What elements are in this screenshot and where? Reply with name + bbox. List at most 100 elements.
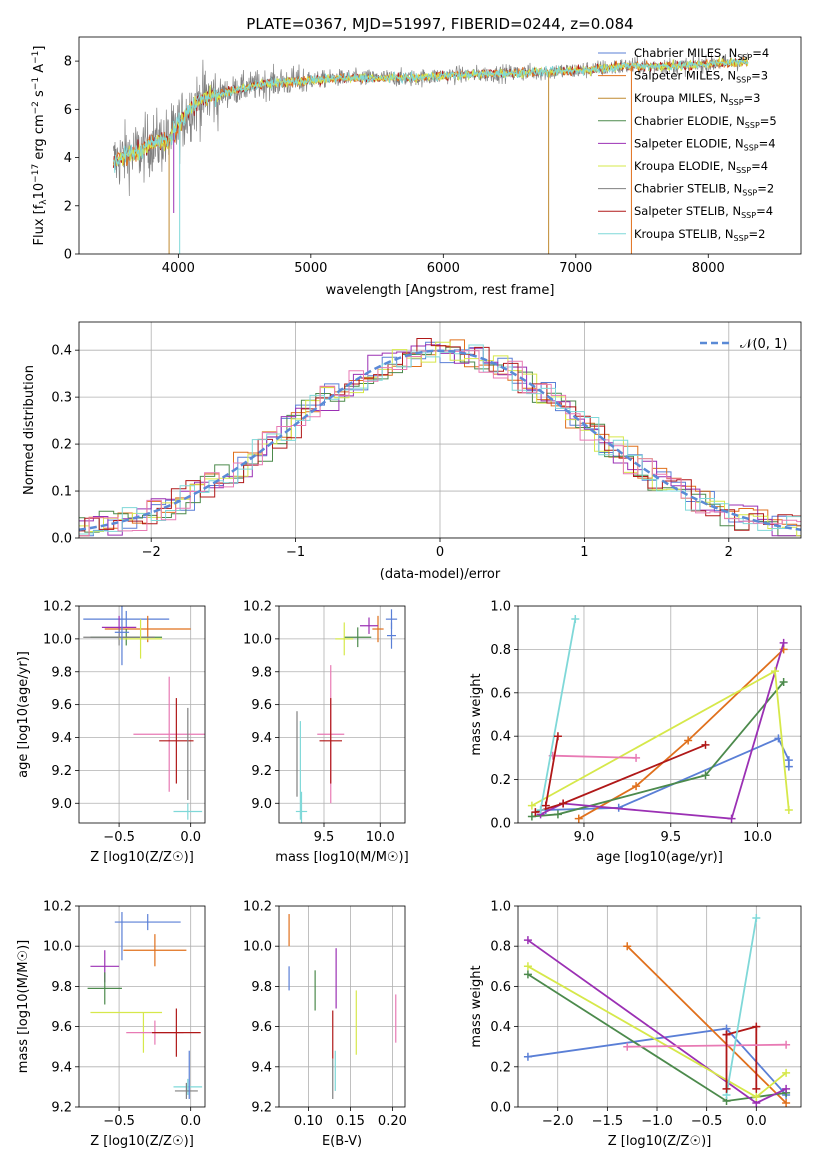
y-tick-label: 0 — [64, 248, 72, 263]
y-tick-label: 0.4 — [51, 344, 72, 359]
x-tick-label: 0.0 — [746, 1114, 767, 1129]
x-tick-label: 9.0 — [574, 830, 595, 845]
x-tick-label: 8000 — [692, 261, 725, 276]
axes-frame — [78, 321, 802, 539]
y-tick-label: 0.0 — [490, 1101, 511, 1116]
mass-weight-marker — [722, 1030, 731, 1039]
legend-entry: Chabrier MILES, NSSP=4 — [634, 46, 769, 62]
y-axis-label-mid: 10 — [32, 183, 47, 200]
legend-entry-sub: SSP — [742, 189, 757, 198]
x-tick-label: 0.15 — [336, 1114, 365, 1129]
legend-entry: Salpeter STELIB, NSSP=4 — [634, 204, 773, 220]
y-tick-label: 10.2 — [243, 900, 272, 915]
y-tick-label: 9.8 — [251, 980, 272, 995]
mass-weight-line — [535, 744, 706, 813]
x-tick-label: 9.5 — [660, 830, 681, 845]
legend-entry-count: =3 — [751, 69, 768, 83]
mass-weight-marker — [531, 808, 540, 817]
legend-normal-label: 𝒩(0, 1) — [740, 337, 787, 352]
y-tick-label: 9.4 — [51, 731, 72, 746]
mass-weight-marker — [536, 805, 545, 814]
axes-frame — [78, 605, 206, 824]
y-axis-label-sub: λ — [39, 199, 49, 205]
y-tick-label: 2 — [64, 199, 72, 214]
mass-weight-marker — [553, 810, 562, 819]
mass-weight-marker — [553, 732, 562, 741]
x-tick-label: −0.5 — [103, 830, 135, 845]
axes-frame — [278, 905, 406, 1108]
legend-entry-name: Chabrier ELODIE, N — [634, 114, 745, 128]
mass-weight-marker — [574, 814, 583, 823]
legend-entry-count: =4 — [756, 204, 773, 218]
residual-histogram — [79, 344, 801, 535]
y-tick-label: 0.6 — [490, 686, 511, 701]
x-tick-label: 1 — [580, 545, 588, 560]
y-tick-label: 9.2 — [251, 764, 272, 779]
legend-entry-name: Salpeter ELODIE, N — [634, 136, 744, 150]
y-tick-label: 0.0 — [51, 532, 72, 547]
mass-weight-marker — [770, 667, 779, 676]
x-tick-label: −0.5 — [691, 1114, 723, 1129]
mass-weight-marker — [571, 615, 580, 624]
x-axis-label: mass [log10(M/M☉)] — [275, 850, 408, 865]
mass-weight-marker — [701, 771, 710, 780]
legend-entry-sub: SSP — [737, 53, 752, 62]
mass-weight-line — [627, 1043, 787, 1048]
plot-area — [112, 52, 749, 254]
x-tick-label: 0.20 — [378, 1114, 407, 1129]
mass-weight-marker — [523, 970, 532, 979]
x-axis-label: wavelength [Angstrom, rest frame] — [326, 283, 555, 298]
legend-entry: Kroupa ELODIE, NSSP=4 — [634, 159, 768, 175]
mass-weight-marker — [527, 812, 536, 821]
y-tick-label: 4 — [64, 151, 72, 166]
plot-area — [79, 606, 205, 823]
mass-weight-line — [626, 945, 787, 1104]
x-tick-label: 4000 — [162, 261, 195, 276]
mass-weight-marker — [523, 1052, 532, 1061]
y-tick-label: 9.6 — [51, 1020, 72, 1035]
legend-entry-name: Chabrier MILES, N — [634, 46, 737, 60]
y-tick-label: 9.4 — [251, 1060, 272, 1075]
x-axis-label: E(B-V) — [322, 1134, 362, 1149]
legend-entry: Salpeter MILES, NSSP=3 — [634, 69, 768, 85]
y-tick-label: 0.6 — [490, 980, 511, 995]
y-tick-label: 1.0 — [490, 900, 511, 915]
mass-weight-marker — [632, 782, 641, 791]
age-vs-z-panel: −0.5 0.0 9.0 9.2 9.4 9.6 9.8 10.0 10.2 Z [log10(Z… — [16, 600, 206, 865]
mass-weight-marker — [779, 677, 788, 686]
x-axis-label: Z [log10(Z/Z☉)] — [90, 1134, 194, 1149]
legend-entry-count: =3 — [744, 91, 761, 105]
y-axis-label-exp: −2 — [31, 101, 41, 114]
y-axis-label: mass weight — [469, 673, 484, 755]
residual-histogram — [79, 344, 801, 537]
mass-weight-marker — [782, 1068, 791, 1077]
mass-weight-line — [540, 642, 785, 820]
mass-weight-marker — [784, 762, 793, 771]
legend-entry: Kroupa MILES, NSSP=3 — [634, 91, 760, 107]
x-axis-label: age [log10(age/yr)] — [596, 850, 723, 865]
mass-weight-marker — [752, 1092, 761, 1101]
y-tick-label: 9.6 — [251, 698, 272, 713]
legend-entry-name: Salpeter STELIB, N — [634, 204, 741, 218]
y-tick-label: 9.2 — [51, 764, 72, 779]
x-tick-label: 0.0 — [180, 830, 201, 845]
mass-weight-marker — [527, 801, 536, 810]
legend-entry-count: =4 — [752, 46, 769, 60]
y-axis-label: mass weight — [469, 965, 484, 1047]
y-tick-label: 10.0 — [243, 632, 272, 647]
plot-area — [279, 906, 405, 1107]
plot-area — [518, 606, 801, 823]
y-tick-label: 0.4 — [490, 730, 511, 745]
mass-weight-marker — [722, 1084, 731, 1093]
y-tick-label: 9.2 — [251, 1101, 272, 1116]
axes-frame — [517, 605, 802, 824]
legend-entry-sub: SSP — [745, 121, 760, 130]
y-tick-label: 0.1 — [51, 485, 72, 500]
mass-weight-marker — [779, 638, 788, 647]
x-tick-label: −0.5 — [103, 1114, 135, 1129]
x-tick-label: 10.0 — [366, 830, 395, 845]
residual-histogram — [79, 350, 801, 537]
legend-entry-sub: SSP — [729, 98, 744, 107]
mass-weight-line — [539, 618, 577, 811]
y-axis-label: Normed distribution — [22, 365, 37, 495]
